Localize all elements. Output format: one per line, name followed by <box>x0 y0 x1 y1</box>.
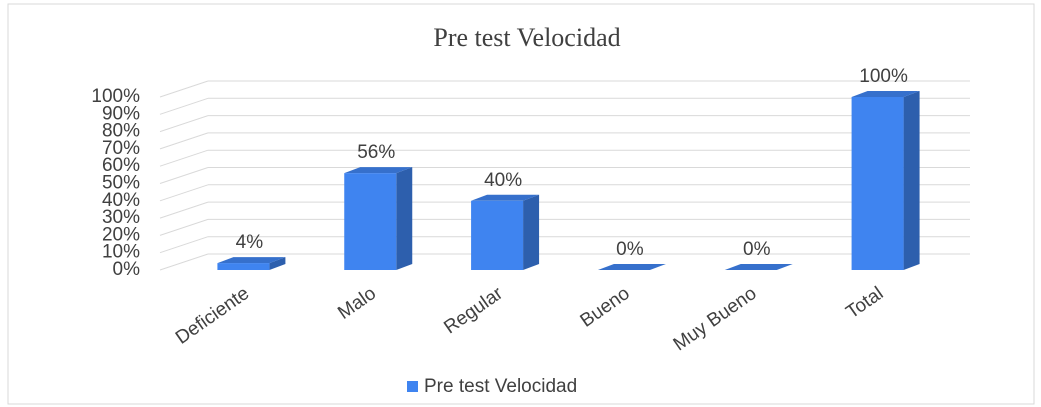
bar-side <box>523 194 540 270</box>
data-label: 100% <box>859 66 908 87</box>
legend-swatch <box>407 381 418 392</box>
y-tick-label: 10% <box>102 242 140 263</box>
grid-line <box>159 115 209 133</box>
grid-line <box>159 236 209 254</box>
bar <box>217 263 270 270</box>
data-label: 40% <box>484 170 522 191</box>
y-tick-label: 80% <box>102 121 140 142</box>
grid-line <box>159 218 209 236</box>
grid-line <box>159 97 209 115</box>
grid-line <box>159 253 209 271</box>
data-label: 0% <box>743 239 771 260</box>
bar-top <box>471 194 540 201</box>
bar-top <box>217 257 286 264</box>
data-label: 4% <box>236 232 264 253</box>
y-tick-label: 0% <box>113 259 141 280</box>
legend-label: Pre test Velocidad <box>424 376 577 397</box>
data-label: 56% <box>357 142 395 163</box>
bar <box>344 173 397 270</box>
bar <box>471 200 524 270</box>
grid-line <box>159 80 209 98</box>
y-tick-label: 70% <box>102 138 140 159</box>
grid-line <box>159 149 209 167</box>
y-tick-label: 50% <box>102 173 140 194</box>
y-tick-label: 100% <box>91 86 140 107</box>
bar <box>851 97 904 270</box>
bar-top <box>724 264 793 270</box>
bar-top <box>344 167 413 174</box>
bar-side <box>269 257 286 270</box>
y-tick-label: 20% <box>102 224 140 245</box>
y-tick-label: 30% <box>102 207 140 228</box>
y-tick-label: 40% <box>102 190 140 211</box>
y-tick-label: 60% <box>102 155 140 176</box>
bar-top <box>597 264 666 270</box>
bar-side <box>396 167 413 270</box>
y-tick-label: 90% <box>102 103 140 124</box>
data-label: 0% <box>616 239 644 260</box>
bar-top <box>851 91 920 97</box>
bar-side <box>903 91 920 270</box>
grid-line <box>159 167 209 184</box>
grid-line <box>159 132 209 150</box>
grid-line <box>159 201 209 219</box>
grid-line <box>159 184 209 202</box>
chart-title: Pre test Velocidad <box>433 23 620 52</box>
